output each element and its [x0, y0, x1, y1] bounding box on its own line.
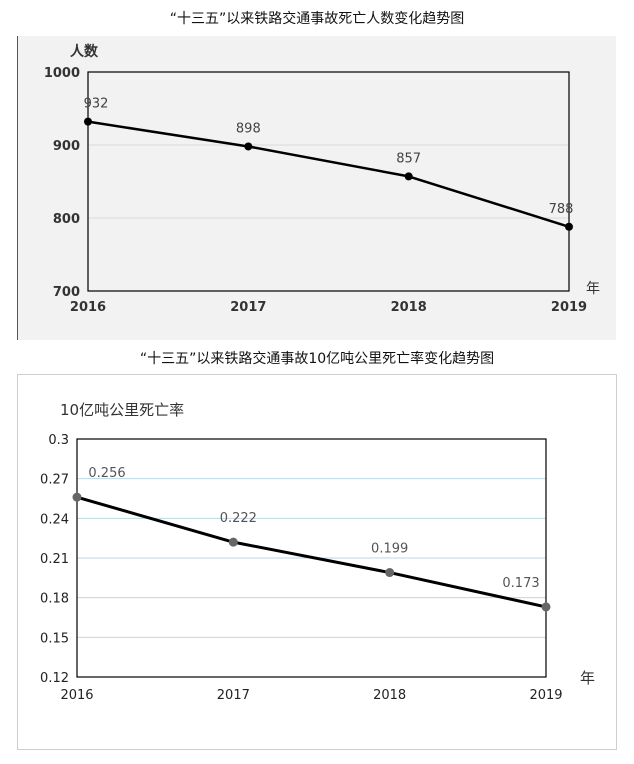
- chart1-data-point: [244, 142, 253, 151]
- chart1-data-label: 788: [549, 202, 574, 217]
- chart1-title: “十三五”以来铁路交通事故死亡人数变化趋势图: [169, 11, 465, 27]
- chart2-xtick-label: 2018: [373, 688, 406, 703]
- chart1-panel: 700 800 900 1000 2016 2017 2018 2019 932 898 857…: [17, 36, 616, 340]
- chart2-data-point: [72, 492, 82, 502]
- chart2-data-label: 0.199: [371, 542, 408, 557]
- chart1-ytick-label: 900: [53, 139, 80, 154]
- chart1-series-line: [87, 120, 570, 228]
- chart2-ytick-label: 0.21: [40, 552, 69, 567]
- chart2-data-point: [541, 602, 551, 612]
- chart1-xlabel: 年: [586, 281, 600, 297]
- chart2-ytick-label: 0.15: [40, 631, 69, 646]
- chart2-data-label: 0.173: [502, 576, 539, 591]
- chart2-title: “十三五”以来铁路交通事故10亿吨公里死亡率变化趋势图: [139, 351, 495, 367]
- chart2-plot-area: [76, 438, 547, 678]
- chart1-data-point: [404, 172, 413, 181]
- chart2-series-line: [76, 495, 547, 609]
- chart1-ytick-label: 1000: [44, 66, 80, 81]
- chart2-ytick-label: 0.27: [40, 473, 69, 488]
- chart2-ylabel: 10亿吨公里死亡率: [60, 401, 184, 419]
- chart2-data-point: [385, 568, 395, 578]
- chart1-xtick-label: 2017: [230, 300, 266, 315]
- chart2-ytick-label: 0.18: [40, 592, 69, 607]
- chart1-xtick-label: 2019: [551, 300, 587, 315]
- chart2-xtick-label: 2016: [60, 688, 93, 703]
- chart2-xlabel: 年: [580, 669, 595, 687]
- chart1-ylabel: 人数: [70, 43, 99, 60]
- chart2-svg: 0.12 0.15 0.18 0.21 0.24 0.27 0.3 2016 2017 2018…: [40, 401, 595, 703]
- chart2-panel: 0.12 0.15 0.18 0.21 0.24 0.27 0.3 2016 2017 2018…: [17, 374, 617, 750]
- chart1-data-label: 932: [84, 97, 109, 112]
- chart2-ytick-label: 0.3: [48, 433, 69, 448]
- chart2-ytick-label: 0.24: [40, 512, 69, 527]
- chart1-ytick-label: 700: [53, 285, 80, 300]
- chart1-data-label: 857: [396, 151, 421, 166]
- chart2-data-label: 0.256: [88, 466, 125, 481]
- chart2-data-label: 0.222: [220, 511, 257, 526]
- chart1-svg: 700 800 900 1000 2016 2017 2018 2019 932 898 857…: [44, 43, 600, 315]
- chart1-data-label: 898: [236, 121, 261, 136]
- chart2-data-point: [228, 537, 238, 547]
- chart1-data-point: [84, 117, 92, 126]
- chart2-xtick-label: 2019: [529, 688, 562, 703]
- chart2-xtick-label: 2017: [217, 688, 250, 703]
- chart1-xtick-label: 2016: [70, 300, 106, 315]
- chart1-data-point: [565, 222, 573, 231]
- chart1-xtick-label: 2018: [391, 300, 427, 315]
- chart1-plot-area: [87, 71, 570, 292]
- chart2-ytick-label: 0.12: [40, 671, 69, 686]
- chart1-ytick-label: 800: [53, 212, 80, 227]
